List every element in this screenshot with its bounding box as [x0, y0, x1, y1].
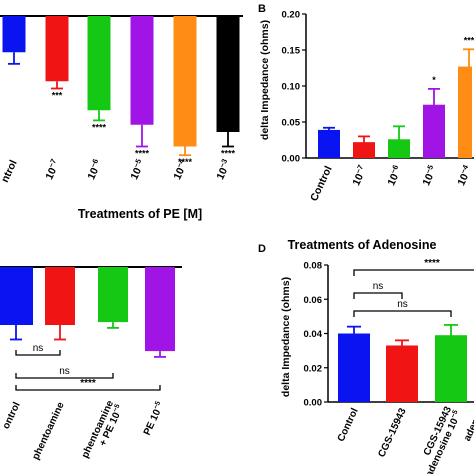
panel-c-bar: [0, 267, 33, 325]
panel-b-ylabel: delta Impedance (ohms): [259, 20, 271, 140]
panel-a-significance: ****: [135, 149, 150, 159]
panel-c-comparison-bracket: [15, 373, 114, 379]
panel-a-tick-label: 10−3: [212, 157, 233, 181]
panel-d-comparison-label: ns: [373, 281, 384, 292]
panel-a-tick-label: ntrol: [0, 158, 20, 184]
panel-b-significance: *: [432, 75, 436, 85]
panel-d-tick-label: CGS-15943: [376, 406, 408, 459]
panel-c-bar: [98, 267, 128, 323]
panel-d-y-tick-label: 0.00: [304, 398, 323, 409]
panel-b-bar: [353, 142, 375, 158]
panel-b-bar: [423, 104, 445, 158]
panel-c-tick-label: ontrol: [1, 400, 23, 431]
panel-d-bar: [386, 345, 418, 402]
panel-d-tick-label: CGS-15943+ adenosine 10−5: [410, 405, 464, 474]
panel-b-tick-label: 10−7: [348, 163, 369, 187]
panel-a-bar: [87, 16, 111, 111]
panel-d-bar: [435, 335, 467, 402]
panel-a-bar: [130, 16, 154, 125]
panel-b-letter: B: [258, 3, 266, 15]
panel-c-tick-label: phentoamine: [30, 400, 66, 461]
panel-d-comparison-label: ****: [424, 258, 440, 269]
panel-c-comparison-label: ns: [33, 343, 44, 354]
panel-a-xlabel: Treatments of PE [M]: [78, 207, 202, 221]
panel-a-chart: ntrol***10−7****10−6****10−5 ****10−4****…: [0, 15, 243, 184]
panel-b-bar: [318, 129, 340, 158]
panel-d-tick-label: adenos: [462, 406, 474, 443]
panel-b-tick-label: 10−5: [418, 163, 439, 187]
panel-d-bar: [338, 333, 370, 402]
panel-a-significance: ****: [178, 157, 193, 167]
panel-c-comparison-label: ****: [80, 378, 96, 389]
panel-b-y-tick-label: 0.15: [282, 46, 301, 57]
panel-d-y-tick-label: 0.08: [304, 261, 323, 272]
panel-d-y-tick-label: 0.02: [304, 363, 323, 374]
panel-b-significance: ***: [464, 35, 474, 45]
panel-a-bar: [173, 16, 197, 147]
panel-c-comparison-bracket: [15, 385, 161, 391]
panel-b-y-tick-label: 0.10: [282, 82, 301, 93]
panel-a-tick-label: 10−5: [126, 157, 147, 181]
panel-b-bar: [458, 66, 472, 158]
panel-b-tick-label: Control: [308, 164, 335, 203]
panel-c-chart: ontrol phentoamine phentoamine+ PE 10−5 PE …: [0, 266, 182, 465]
panel-d-comparison-label: ns: [397, 299, 408, 310]
panel-a-significance: ***: [52, 91, 63, 101]
panel-a-significance: ****: [221, 149, 236, 159]
panel-d-y-tick-label: 0.06: [304, 295, 323, 306]
panel-d-chart: 0.00 0.02 0.04 0.06 0.08 Control CGS-15943 CGS-…: [304, 258, 474, 474]
panel-d-y-tick-label: 0.04: [304, 329, 323, 340]
panel-b-chart: 0.00 0.05 0.10 0.15 0.20 Control 10−7 10−6 * 10−5…: [282, 10, 474, 203]
panel-b-tick-label: 10−4: [453, 163, 474, 188]
panel-b-y-tick-label: 0.05: [282, 118, 301, 129]
panel-c-tick-label: phentoamine+ PE 10−5: [80, 399, 126, 465]
panel-a-bar: [2, 16, 26, 53]
panel-a-bar: [45, 16, 69, 82]
panel-d-ylabel: delta Impedance (ohms): [280, 277, 292, 397]
panel-b-y-tick-label: 0.20: [282, 10, 301, 21]
panel-c-tick-label: PE 10−5: [141, 400, 167, 437]
panel-a-tick-label: 10−7: [41, 157, 62, 181]
panel-d-comparison-bracket: [353, 269, 474, 276]
panel-a-bar: [216, 16, 240, 132]
panel-d-comparison-bracket: [353, 292, 403, 299]
panel-d-letter: D: [258, 243, 266, 255]
panel-b-tick-label: 10−6: [383, 163, 404, 187]
panel-c-bar: [145, 267, 175, 352]
panel-c-comparison-bracket: [15, 350, 61, 356]
panel-d-tick-label: Control: [336, 406, 361, 443]
panel-c-comparison-label: ns: [59, 366, 70, 377]
panel-a-tick-label: 10−6: [83, 157, 104, 181]
panel-d-comparison-bracket: [353, 310, 452, 317]
panel-c-bar: [45, 267, 75, 325]
panel-a-significance: ****: [92, 122, 107, 132]
panel-b-y-tick-label: 0.00: [282, 154, 301, 165]
panel-b-xlabel: Treatments of Adenosine: [288, 238, 437, 252]
